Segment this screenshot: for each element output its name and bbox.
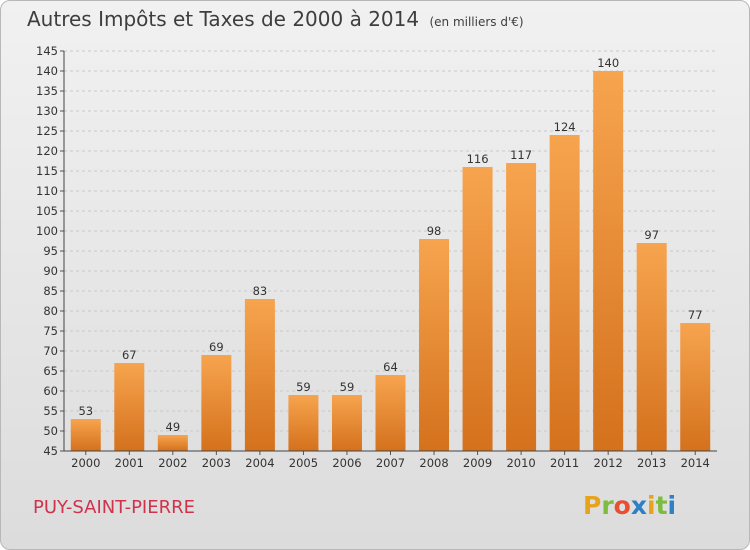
y-tick-label: 90	[43, 264, 58, 278]
y-tick-label: 135	[36, 84, 58, 98]
y-tick-label: 140	[36, 64, 58, 78]
x-tick-label: 2010	[506, 456, 535, 470]
bar	[636, 243, 667, 451]
y-tick-label: 70	[43, 344, 58, 358]
commune-name: PUY-SAINT-PIERRE	[33, 497, 195, 518]
bar	[680, 323, 711, 451]
y-tick-label: 145	[36, 44, 58, 58]
x-tick-label: 2014	[681, 456, 710, 470]
bar	[157, 435, 188, 451]
axes	[63, 51, 717, 452]
x-tick-label: 2013	[637, 456, 666, 470]
y-tick-label: 115	[36, 164, 58, 178]
logo-letter: x	[630, 491, 647, 520]
x-tick-label: 2012	[594, 456, 623, 470]
bar	[288, 395, 319, 451]
y-tick-label: 65	[43, 364, 58, 378]
logo-letter: i	[667, 491, 677, 520]
bar	[114, 363, 145, 451]
y-tick-label: 95	[43, 244, 58, 258]
logo-letter: t	[655, 491, 668, 520]
x-tick-label: 2003	[202, 456, 231, 470]
bar	[201, 355, 232, 451]
bar	[593, 71, 624, 451]
chart-title: Autres Impôts et Taxes de 2000 à 2014 (e…	[27, 7, 524, 31]
bar	[419, 239, 450, 451]
y-tick-label: 105	[36, 204, 58, 218]
data-label: 77	[688, 308, 703, 322]
x-tick-label: 2001	[115, 456, 144, 470]
x-tick-label: 2004	[245, 456, 274, 470]
data-label: 140	[597, 56, 619, 70]
y-tick-label: 100	[36, 224, 58, 238]
logo-letter: i	[647, 491, 656, 520]
proxiti-logo: Proxiti	[583, 491, 676, 520]
logo-letter: r	[601, 491, 614, 520]
x-tick-label: 2008	[419, 456, 448, 470]
bar	[506, 163, 537, 451]
data-label: 53	[78, 404, 93, 418]
data-label: 124	[554, 120, 576, 134]
data-label: 49	[166, 420, 181, 434]
chart-title-text: Autres Impôts et Taxes de 2000 à 2014	[27, 7, 420, 31]
x-axis-ticks: 2000 2001 2002 2003 2004 2005 2006 2007 2008 2009…	[71, 451, 710, 470]
x-tick-label: 2007	[376, 456, 405, 470]
data-label: 83	[253, 284, 268, 298]
y-tick-label: 130	[36, 104, 58, 118]
y-tick-label: 60	[43, 384, 58, 398]
data-label: 59	[340, 380, 355, 394]
bar	[462, 167, 493, 451]
data-label: 97	[644, 228, 659, 242]
y-tick-label: 120	[36, 144, 58, 158]
data-label: 117	[510, 148, 532, 162]
data-label: 67	[122, 348, 137, 362]
y-tick-label: 50	[43, 424, 58, 438]
bars: 53 67 49 69 83 59 59 64 98 116 117 124 140 97 77	[70, 56, 711, 451]
x-tick-label: 2009	[463, 456, 492, 470]
data-label: 69	[209, 340, 224, 354]
unit-label: (en milliers d'€)	[429, 15, 524, 29]
x-tick-label: 2006	[332, 456, 361, 470]
data-label: 64	[383, 360, 398, 374]
y-tick-label: 75	[43, 324, 58, 338]
data-label: 116	[467, 152, 489, 166]
x-tick-label: 2002	[158, 456, 187, 470]
data-label: 98	[427, 224, 442, 238]
y-axis-ticks: 45 50 55 60 65 70 75 80 85 90 95 100 105 110 115 120 125…	[36, 44, 64, 458]
x-tick-label: 2011	[550, 456, 579, 470]
bar	[70, 419, 101, 451]
logo-letter: P	[583, 491, 602, 520]
x-tick-label: 2005	[289, 456, 318, 470]
bar	[244, 299, 275, 451]
x-tick-label: 2000	[71, 456, 100, 470]
y-tick-label: 125	[36, 124, 58, 138]
bar	[375, 375, 406, 451]
y-tick-label: 80	[43, 304, 58, 318]
y-tick-label: 110	[36, 184, 58, 198]
bar	[549, 135, 580, 451]
bar	[331, 395, 362, 451]
y-tick-label: 55	[43, 404, 58, 418]
logo-letter: o	[613, 491, 631, 520]
data-label: 59	[296, 380, 311, 394]
y-tick-label: 45	[43, 444, 58, 458]
y-tick-label: 85	[43, 284, 58, 298]
